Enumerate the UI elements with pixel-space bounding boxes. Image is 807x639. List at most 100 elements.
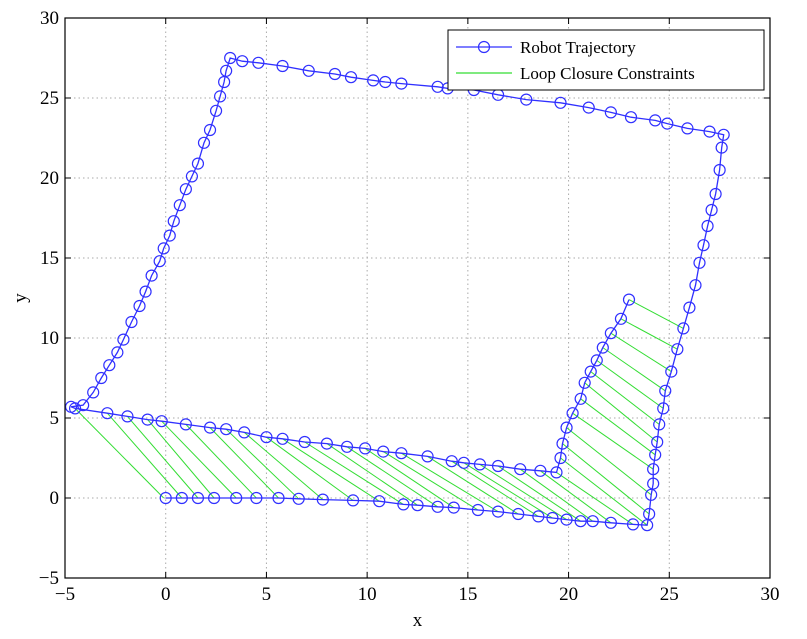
trajectory-point [125, 315, 138, 329]
constraint-line [451, 460, 539, 517]
trajectory-point [111, 346, 124, 359]
trajectory-point [377, 445, 390, 458]
constraint-line [572, 412, 654, 470]
trajectory-point [556, 437, 569, 450]
trajectory-point [159, 491, 172, 505]
trajectory-point [236, 55, 249, 68]
trajectory-point [554, 451, 567, 465]
trajectory-point [344, 71, 358, 84]
axes: −5 0 5 10 15 20 25 30 −5 0 5 10 15 20 25 30 x y [10, 8, 780, 631]
constraint-line [580, 398, 656, 456]
constraint-line [106, 412, 183, 499]
trajectory-point [554, 96, 567, 109]
legend-box [447, 29, 765, 91]
trajectory-point [276, 59, 289, 73]
trajectory-line [70, 57, 725, 526]
constraint-line [584, 382, 658, 443]
trajectory-point [709, 187, 722, 201]
trajectory-point [574, 515, 587, 528]
trajectory-point [197, 136, 211, 149]
trajectory-point [302, 64, 315, 77]
constraint-line [427, 455, 519, 515]
trajectory-point [191, 157, 205, 170]
trajectory-point [560, 513, 573, 526]
trajectory-point [214, 90, 227, 103]
y-tick-label: 15 [40, 248, 59, 269]
y-tick-label: 5 [50, 408, 60, 429]
trajectory-point [340, 440, 354, 453]
constraint-line [620, 318, 678, 350]
x-tick-label: 25 [660, 584, 679, 605]
x-tick-label: 30 [761, 584, 780, 605]
trajectory-point [657, 402, 670, 415]
trajectory-point [218, 75, 231, 89]
trajectory-point [292, 492, 305, 505]
constraint-line [266, 436, 354, 501]
legend-label-trajectory: Robot Trajectory [520, 38, 636, 57]
trajectory-point [155, 415, 168, 428]
loop-closure-constraints [74, 299, 684, 526]
trajectory-point [649, 114, 662, 127]
trajectory-point [157, 242, 170, 255]
trajectory-point [582, 101, 595, 114]
trajectory-point [359, 442, 372, 455]
trajectory-point [328, 67, 342, 81]
trajectory-point [473, 458, 487, 471]
trajectory-point [534, 464, 547, 477]
trajectory-point [379, 75, 392, 89]
trajectory-point [101, 407, 114, 420]
trajectory-point [276, 432, 289, 445]
legend: Robot Trajectory Loop Closure Constraints [447, 29, 765, 91]
trajectory-point [395, 77, 408, 90]
trajectory-point [584, 365, 597, 378]
trajectory-point [717, 128, 730, 141]
trajectory-point [604, 106, 617, 119]
trajectory-point [252, 56, 265, 69]
legend-label-constraints: Loop Closure Constraints [520, 64, 695, 83]
trajectory-point [624, 111, 638, 124]
trajectory-point [175, 491, 188, 505]
trajectory-point [647, 463, 660, 476]
trajectory-point [689, 279, 702, 292]
trajectory-point [191, 491, 205, 505]
legend-trajectory-marker [477, 40, 491, 54]
trajectory-point [95, 371, 108, 385]
trajectory-point [185, 170, 198, 183]
trajectory-point [643, 507, 656, 521]
trajectory-point [431, 500, 444, 513]
constraint-line [628, 299, 684, 329]
y-tick-label: 10 [40, 328, 59, 349]
trajectory-point [68, 402, 82, 415]
trajectory-point [373, 495, 386, 508]
trajectory-point [203, 123, 217, 137]
trajectory-point [651, 435, 664, 449]
y-tick-label: 0 [50, 488, 60, 509]
constraint-line [74, 408, 165, 499]
trajectory-point [203, 421, 217, 434]
trajectory-point [683, 301, 696, 314]
constraint-line [566, 427, 652, 496]
constraint-line [556, 471, 634, 525]
trajectory-point [117, 333, 130, 346]
constraint-line [497, 465, 581, 522]
constraint-line [346, 446, 438, 508]
trajectory-point [316, 493, 329, 506]
trajectory-point [163, 229, 176, 242]
trajectory-point [520, 93, 533, 106]
trajectory-point [604, 327, 617, 340]
constraint-line [209, 427, 279, 499]
trajectory-point [173, 199, 186, 212]
constraint-line [602, 347, 666, 392]
constraint-line [225, 428, 300, 500]
trajectory-point [703, 125, 716, 138]
trajectory-point [447, 501, 460, 514]
trajectory-point [167, 215, 180, 228]
trajectory-point [272, 491, 285, 505]
trajectory-point [653, 418, 666, 431]
trajectory-point [512, 507, 525, 521]
constraint-line [463, 462, 553, 519]
constraint-line [519, 468, 594, 522]
x-tick-label: 0 [161, 584, 171, 605]
trajectory-point [550, 466, 563, 479]
